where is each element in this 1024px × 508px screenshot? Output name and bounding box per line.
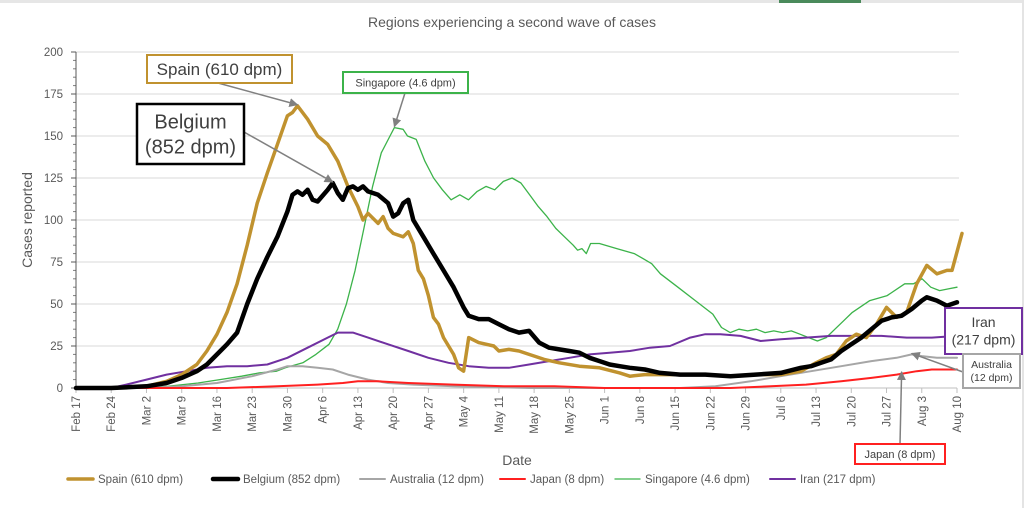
callout-arrow bbox=[217, 82, 299, 107]
chart-title: Regions experiencing a second wave of ca… bbox=[368, 14, 656, 30]
y-tick-label: 0 bbox=[57, 383, 63, 395]
y-axis: 0 25 50 75 100 125 150 175 200 bbox=[44, 47, 77, 395]
callout-label: (852 dpm) bbox=[145, 137, 236, 159]
legend-label: Australia (12 dpm) bbox=[390, 474, 484, 486]
y-tick-label: 25 bbox=[50, 341, 63, 353]
legend-item: Australia (12 dpm) bbox=[359, 474, 484, 486]
x-tick-label: Apr 20 bbox=[388, 396, 400, 430]
legend-label: Singapore (4.6 dpm) bbox=[645, 474, 750, 486]
x-tick-label: Aug 3 bbox=[917, 396, 929, 426]
gridlines bbox=[76, 51, 959, 347]
y-tick-label: 75 bbox=[50, 257, 63, 269]
x-tick-label: Jul 20 bbox=[846, 396, 858, 427]
callout-belgium: Belgium (852 dpm) bbox=[135, 102, 334, 183]
x-tick-label: Mar 2 bbox=[141, 396, 153, 425]
series-line-iran bbox=[75, 331, 958, 389]
callout-arrow bbox=[910, 351, 964, 373]
y-tick-label: 100 bbox=[44, 215, 63, 227]
series-line-singapore bbox=[75, 126, 958, 389]
callout-arrow bbox=[243, 131, 334, 183]
x-tick-label: Jul 6 bbox=[776, 396, 788, 420]
series-line-australia bbox=[75, 353, 958, 389]
x-tick-label: Apr 6 bbox=[318, 396, 330, 424]
callout-label: Spain (610 dpm) bbox=[157, 60, 283, 79]
x-tick-label: May 25 bbox=[564, 396, 576, 434]
callout-spain: Spain (610 dpm) bbox=[146, 54, 299, 107]
x-tick-label: Mar 23 bbox=[247, 396, 259, 432]
callout-label: (217 dpm) bbox=[952, 332, 1016, 348]
legend-item: Belgium (852 dpm) bbox=[210, 474, 340, 486]
callout-label: Singapore (4.6 dpm) bbox=[355, 77, 455, 89]
x-tick-label: Jun 1 bbox=[600, 396, 612, 424]
top-bar bbox=[0, 0, 1024, 3]
x-tick-label: Jun 22 bbox=[705, 396, 717, 431]
x-tick-label: May 18 bbox=[529, 396, 541, 434]
x-tick-label: Jul 13 bbox=[811, 396, 823, 427]
callout-label: Belgium bbox=[154, 112, 226, 134]
x-tick-label: Jul 27 bbox=[882, 396, 894, 427]
x-tick-label: Feb 17 bbox=[71, 396, 83, 432]
callout-box bbox=[146, 54, 293, 84]
x-tick-label: Jun 15 bbox=[670, 396, 682, 431]
legend-label: Spain (610 dpm) bbox=[98, 474, 183, 486]
y-tick-label: 50 bbox=[50, 299, 63, 311]
legend-item: Japan (8 dpm) bbox=[499, 474, 604, 486]
callout-arrow bbox=[392, 92, 406, 128]
legend-label: Japan (8 dpm) bbox=[530, 474, 604, 486]
x-tick-label: Mar 30 bbox=[282, 396, 294, 432]
callout-singapore: Singapore (4.6 dpm) bbox=[342, 71, 469, 128]
series-line-japan bbox=[75, 368, 958, 389]
callout-box bbox=[944, 307, 1023, 355]
x-axis-label: Date bbox=[502, 452, 532, 468]
x-tick-label: Feb 24 bbox=[106, 395, 118, 431]
x-tick-label: Mar 9 bbox=[177, 396, 189, 425]
legend-item: Iran (217 dpm) bbox=[769, 474, 876, 486]
callout-australia: Australia(12 dpm) bbox=[910, 351, 1021, 389]
y-axis-label: Cases reported bbox=[19, 172, 35, 268]
x-tick-label: Apr 27 bbox=[423, 396, 435, 430]
legend-item: Spain (610 dpm) bbox=[66, 474, 183, 486]
callout-box bbox=[854, 443, 946, 465]
callout-label: (12 dpm) bbox=[970, 372, 1012, 384]
legend-item: Singapore (4.6 dpm) bbox=[614, 474, 750, 486]
y-tick-label: 150 bbox=[44, 131, 63, 143]
x-axis: Feb 17 Feb 24 Mar 2 Mar 9 Mar 16 Mar 23 Mar 30… bbox=[71, 387, 964, 434]
legend-label: Belgium (852 dpm) bbox=[243, 474, 340, 486]
callout-box bbox=[135, 102, 246, 166]
y-tick-label: 125 bbox=[44, 173, 63, 185]
series-line-belgium bbox=[73, 180, 960, 391]
active-tab-accent bbox=[779, 0, 861, 3]
callout-label: Japan (8 dpm) bbox=[865, 449, 936, 461]
x-tick-label: Jun 29 bbox=[741, 396, 753, 431]
callout-box bbox=[342, 71, 469, 94]
callout-label: Iran bbox=[971, 314, 995, 330]
y-tick-label: 200 bbox=[44, 47, 63, 59]
x-tick-label: May 4 bbox=[459, 395, 471, 427]
x-tick-label: Apr 13 bbox=[353, 396, 365, 430]
x-tick-label: May 11 bbox=[494, 396, 506, 433]
callout-japan: Japan (8 dpm) bbox=[854, 370, 946, 465]
y-tick-label: 175 bbox=[44, 89, 63, 101]
legend: Spain (610 dpm) Belgium (852 dpm) Australi… bbox=[66, 474, 876, 486]
x-tick-label: Aug 10 bbox=[952, 396, 964, 432]
window-edge bbox=[1022, 0, 1024, 508]
annotations: Spain (610 dpm) Belgium (852 dpm) Singapore… bbox=[135, 54, 1023, 465]
legend-label: Iran (217 dpm) bbox=[800, 474, 876, 486]
x-tick-label: Jun 8 bbox=[635, 396, 647, 424]
callout-arrow bbox=[896, 370, 906, 445]
callout-label: Australia bbox=[971, 359, 1012, 371]
x-tick-label: Mar 16 bbox=[212, 396, 224, 432]
callout-iran: Iran (217 dpm) bbox=[944, 307, 1023, 355]
callout-box bbox=[962, 353, 1021, 389]
